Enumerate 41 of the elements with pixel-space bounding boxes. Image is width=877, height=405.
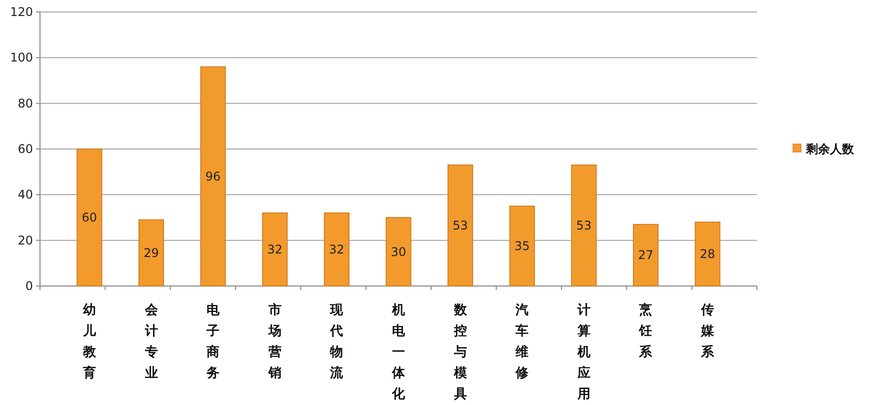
x-tick-label: 会计专业 bbox=[144, 303, 159, 381]
x-tick-label: 烹饪系 bbox=[638, 302, 654, 360]
y-tick-label: 120 bbox=[10, 5, 33, 19]
bar bbox=[76, 148, 102, 286]
bar bbox=[571, 164, 597, 286]
bar bbox=[386, 217, 412, 286]
bar bbox=[694, 222, 720, 286]
legend-label: 剩余人数 bbox=[805, 142, 855, 156]
y-tick-label: 100 bbox=[10, 50, 33, 65]
bar bbox=[138, 219, 164, 286]
bar bbox=[262, 212, 288, 286]
bar bbox=[509, 206, 535, 286]
data-label: 27 bbox=[638, 248, 654, 262]
bar bbox=[632, 224, 659, 286]
data-label: 53 bbox=[452, 218, 468, 232]
x-tick-label: 计算机应用 bbox=[576, 303, 590, 402]
x-tick-label: 汽车维修 bbox=[514, 303, 530, 381]
x-tick-label: 机电一体化 bbox=[391, 303, 406, 402]
bar bbox=[324, 212, 350, 286]
bar bbox=[200, 66, 226, 286]
y-tick-label: 80 bbox=[18, 96, 33, 110]
data-label: 28 bbox=[700, 247, 716, 262]
data-label: 96 bbox=[205, 169, 221, 184]
bar bbox=[448, 164, 474, 286]
data-label: 53 bbox=[576, 218, 592, 232]
y-tick-label: 0 bbox=[25, 279, 33, 293]
x-tick-label: 幼儿教育 bbox=[82, 303, 97, 381]
y-tick-label: 60 bbox=[18, 142, 33, 156]
data-label: 29 bbox=[144, 246, 159, 260]
data-label: 35 bbox=[514, 239, 530, 254]
x-tick-label: 现代物流 bbox=[329, 303, 344, 381]
data-label: 30 bbox=[390, 244, 406, 259]
y-tick-label: 40 bbox=[18, 188, 33, 202]
x-tick-label: 传媒系 bbox=[700, 303, 716, 360]
x-tick-label: 数控与模具 bbox=[452, 303, 468, 402]
y-tick-label: 20 bbox=[18, 233, 33, 248]
x-tick-label: 电子商务 bbox=[206, 303, 221, 381]
x-tick-label: 市场营销 bbox=[267, 302, 282, 381]
data-label: 32 bbox=[329, 242, 344, 256]
data-label: 60 bbox=[82, 210, 98, 224]
data-label: 32 bbox=[267, 242, 283, 256]
